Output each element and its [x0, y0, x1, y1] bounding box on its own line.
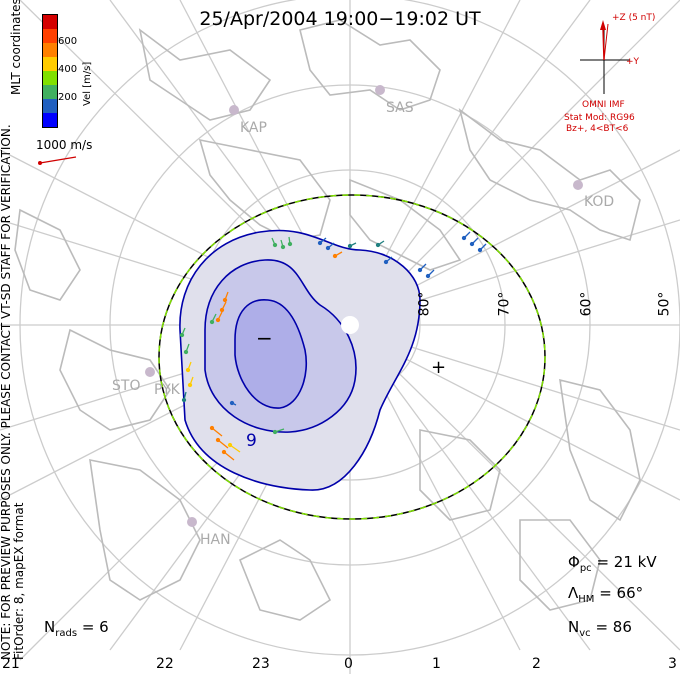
velocity-colorbar	[42, 14, 58, 128]
stat-lambda-value: = 66°	[599, 584, 644, 602]
colorbar-segment	[43, 57, 57, 71]
stat-lambda-symbol: Λ	[568, 584, 579, 602]
stat-nvc-value: = 86	[595, 618, 632, 636]
colorbar-segment	[43, 43, 57, 57]
stat-lambda-hm: ΛHM = 66°	[568, 584, 643, 605]
contour-minus-label: −	[256, 326, 273, 350]
imf-dial	[580, 20, 630, 94]
map-title: 25/Apr/2004 19:00−19:02 UT	[199, 8, 481, 30]
reference-vector-label: 1000 m/s	[36, 138, 93, 152]
latitude-label-80: 80°	[416, 291, 433, 317]
mlt-label-1: 1	[432, 656, 441, 672]
stat-phi-sub: pc	[579, 563, 592, 574]
mlt-label-22: 22	[156, 656, 174, 672]
colorbar-segment	[43, 71, 57, 85]
preview-note: NOTE: FOR PREVIEW PURPOSES ONLY. PLEASE …	[0, 40, 26, 660]
station-label-han: HAN	[200, 532, 231, 548]
station-label-kap: KAP	[240, 120, 267, 136]
colorbar-segment	[43, 15, 57, 29]
station-marker-kod	[573, 180, 583, 190]
stat-mod-label: Stat Mod: RG96	[564, 113, 635, 123]
contour-inner	[234, 299, 307, 409]
stat-nrads-value: = 6	[81, 618, 109, 636]
station-label-sas: SAS	[386, 100, 414, 116]
reference-vector-line	[39, 156, 77, 164]
imf-z-label: +Z (5 nT)	[612, 13, 656, 23]
imf-source-label: OMNI IMF	[582, 100, 625, 110]
imf-y-label: +Y	[626, 57, 640, 67]
colorbar-segment	[43, 99, 57, 113]
latitude-label-60: 60°	[578, 291, 595, 317]
stat-lambda-sub: HM	[578, 594, 595, 605]
mlt-label-23: 23	[252, 656, 270, 672]
stat-phi-pc: Φpc = 21 kV	[568, 553, 657, 574]
mlt-label-2: 2	[532, 656, 541, 672]
colorbar-segment	[43, 85, 57, 99]
latitude-label-70: 70°	[496, 291, 513, 317]
mlt-label-3: 3	[668, 656, 677, 672]
pole-hole	[341, 316, 359, 334]
colorbar-segment	[43, 29, 57, 43]
latitude-label-50: 50°	[656, 291, 673, 317]
station-label-sto: STO	[112, 378, 141, 394]
station-marker-sas	[375, 85, 385, 95]
imf-condition-label: Bz+, 4<BT<6	[566, 124, 629, 134]
contour-nine-label: 9	[246, 431, 257, 451]
station-label-kod: KOD	[584, 194, 615, 210]
colorbar-tick: 600	[58, 36, 78, 47]
stat-n-rads: Nrads = 6	[44, 618, 109, 639]
colorbar-tick: 400	[58, 64, 78, 75]
stat-nvc-sub: vc	[579, 628, 591, 639]
station-markers	[145, 85, 583, 527]
station-marker-kap	[229, 105, 239, 115]
station-marker-sto	[145, 367, 155, 377]
coordinate-system-label: MLT coordinates	[9, 0, 23, 95]
stat-nrads-symbol: N	[44, 618, 56, 636]
colorbar-label: Vel [m/s]	[82, 61, 93, 106]
mlt-label-0: 0	[344, 656, 353, 672]
reference-vector-dot	[38, 161, 42, 165]
station-label-pyk: PYK	[154, 382, 180, 398]
contour-plus-label: +	[431, 357, 446, 378]
stat-nvc-symbol: N	[568, 618, 580, 636]
velocity-vectors	[179, 231, 487, 461]
colorbar-segment	[43, 113, 57, 127]
fit-order-line: FitOrder: 8, mapEX format	[12, 502, 26, 660]
mlt-label-21: 21	[2, 656, 20, 672]
station-marker-han	[187, 517, 197, 527]
stat-nrads-sub: rads	[55, 628, 78, 639]
stat-phi-symbol: Φ	[568, 553, 580, 571]
stat-phi-value: = 21 kV	[596, 553, 657, 571]
stat-n-vc: Nvc = 86	[568, 618, 632, 639]
colorbar-tick: 200	[58, 92, 78, 103]
hm-boundary-dash	[158, 194, 546, 520]
